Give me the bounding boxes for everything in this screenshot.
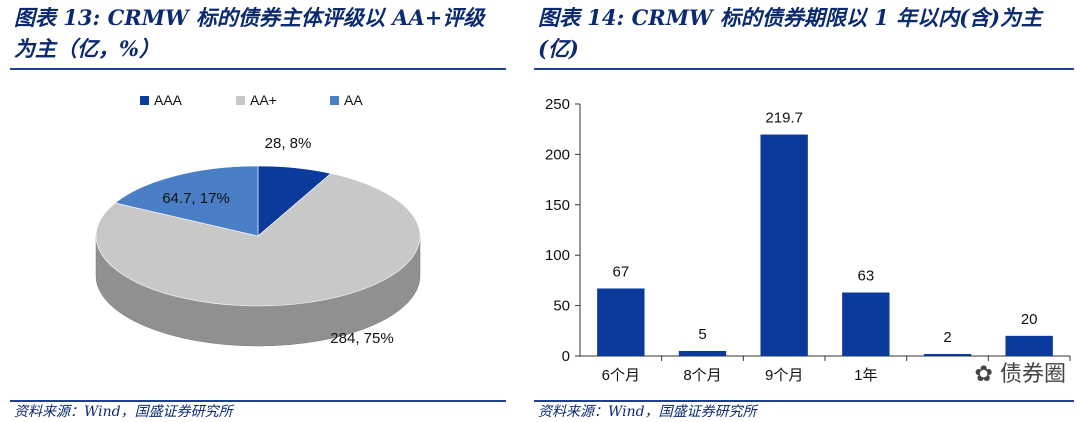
pie-data-label-AA+: 284, 75% (330, 330, 393, 347)
bar-data-label-4: 2 (943, 329, 951, 346)
legend-label-0: AAA (154, 92, 183, 108)
x-tick-label-2: 9个月 (765, 367, 803, 384)
legend-swatch-1 (236, 96, 245, 105)
bar-data-label-0: 67 (612, 263, 629, 280)
y-tick-label: 200 (545, 146, 570, 163)
bar-data-label-5: 20 (1021, 311, 1038, 328)
x-tick-label-0: 6个月 (602, 367, 640, 384)
bar-data-label-1: 5 (698, 326, 706, 343)
y-tick-label: 250 (545, 96, 570, 113)
y-tick-labels: 0 50 100 150 200 250 (545, 96, 580, 365)
left-chart-panel: 图表 13: CRMW 标的债券主体评级以 AA+评级为主（亿，%） AAA AA… (0, 0, 512, 422)
pie-slice-AA+ (95, 173, 421, 307)
bar-data-labels: 67 5 219.7 63 2 20 (612, 110, 1037, 346)
bars (597, 134, 1053, 356)
pie-data-label-AA: 64.7, 17% (162, 190, 230, 207)
wechat-watermark: ✿ 债券圈 (975, 356, 1066, 388)
y-tick-label: 0 (562, 348, 570, 365)
y-tick-label: 50 (553, 298, 570, 315)
bar-data-label-2: 219.7 (765, 110, 803, 127)
bar-data-label-3: 63 (857, 267, 874, 284)
bar-1 (678, 350, 727, 356)
bar-5 (1005, 335, 1053, 356)
legend-label-2: AA (344, 92, 363, 108)
left-chart-title: 图表 13: CRMW 标的债券主体评级以 AA+评级为主（亿，%） (14, 5, 485, 61)
left-source-note: 资料来源：Wind，国盛证券研究所 (14, 404, 233, 420)
x-tick-labels: 6个月 8个月 9个月 1年 (602, 356, 1071, 384)
y-tick-label: 100 (545, 247, 570, 264)
wechat-icon: ✿ (974, 362, 993, 387)
bar-4 (923, 353, 972, 356)
x-tick-label-1: 8个月 (683, 367, 721, 384)
pie-slices (95, 165, 421, 307)
legend-label-1: AA+ (250, 92, 277, 108)
bar-0 (597, 288, 645, 356)
bar-chart: 0 50 100 150 200 250 67 5 219.7 63 2 20 6个月 8个月 9个月 1年 (545, 96, 1071, 384)
pie-data-label-AAA: 28, 8% (265, 135, 312, 152)
right-chart-panel: 图表 14: CRMW 标的债券期限以 1 年以内(含)为主(亿) 0 50 100… (524, 0, 1080, 422)
pie-data-labels: 28, 8% 284, 75% 64.7, 17% (162, 135, 393, 347)
right-source-divider (534, 400, 1074, 402)
pie-slice-AA (114, 165, 259, 237)
pie-chart: AAA AA+ AA 28, 8% 284, 75% 64.7, 17% (95, 92, 421, 347)
watermark-label: 债券圈 (999, 362, 1066, 387)
right-chart-title: 图表 14: CRMW 标的债券期限以 1 年以内(含)为主(亿) (538, 5, 1043, 61)
left-title-divider (10, 68, 506, 70)
bar-3 (842, 292, 890, 356)
legend-swatch-2 (330, 96, 339, 105)
x-tick-label-3: 1年 (854, 367, 877, 384)
right-title-divider (534, 68, 1074, 70)
right-source-note: 资料来源：Wind，国盛证券研究所 (538, 404, 757, 420)
legend-swatch-0 (140, 96, 149, 105)
pie-legend: AAA AA+ AA (140, 92, 363, 108)
bar-2 (760, 134, 808, 356)
y-tick-label: 150 (545, 197, 570, 214)
left-source-divider (10, 400, 506, 402)
